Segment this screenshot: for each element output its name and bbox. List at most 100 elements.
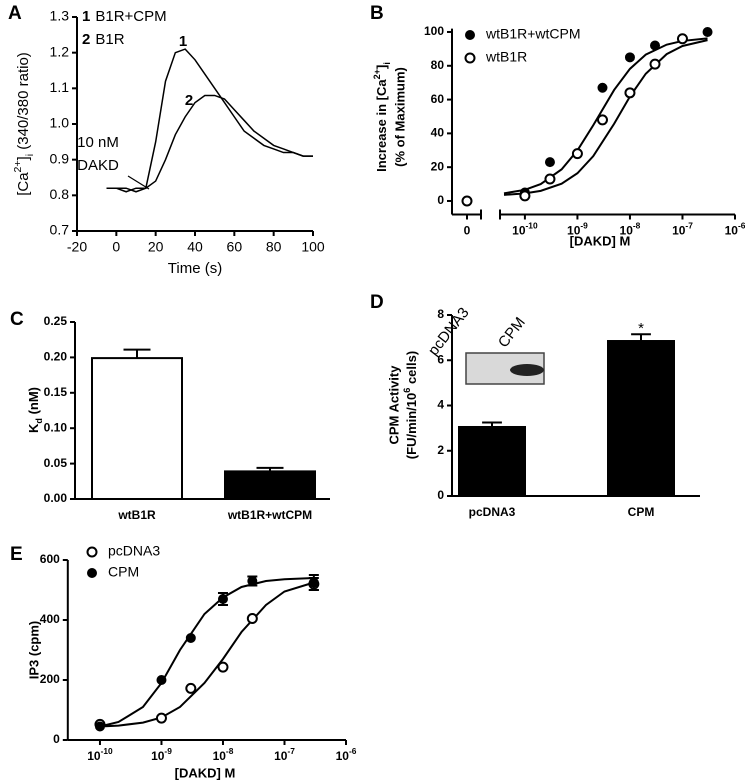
blot-band bbox=[510, 364, 544, 376]
data-point bbox=[624, 87, 636, 99]
y-axis-label: Kd (nM) bbox=[26, 387, 44, 433]
legend-label: CPM bbox=[108, 564, 139, 580]
legend-number: 2 bbox=[82, 31, 90, 48]
trace bbox=[106, 48, 313, 193]
annotation: * bbox=[638, 320, 644, 337]
panel-letter: E bbox=[10, 544, 23, 565]
fit-curve bbox=[503, 39, 708, 196]
legend-label: wtB1R bbox=[485, 49, 527, 65]
data-point bbox=[247, 576, 258, 586]
bar bbox=[224, 470, 316, 500]
data-point bbox=[649, 58, 661, 70]
y-axis-label: Increase in [Ca2+]i bbox=[372, 62, 392, 172]
x-tick-label: 10-7 bbox=[274, 746, 295, 763]
error-bar bbox=[123, 348, 151, 359]
legend-label: pcDNA3 bbox=[108, 543, 160, 559]
y-tick-label: 60 bbox=[431, 92, 445, 106]
x-axis-label: Time (s) bbox=[168, 260, 222, 277]
x-tick-label-part: -9 bbox=[164, 746, 172, 756]
y-tick-label: 0.15 bbox=[44, 385, 68, 399]
x-tick-label: 10-10 bbox=[87, 746, 113, 763]
legend-entry: 2 B1R bbox=[82, 31, 125, 48]
x-tick-label: 10-6 bbox=[336, 746, 357, 763]
y-tick-label: 600 bbox=[40, 552, 60, 566]
legend-entry: 1 B1R+CPM bbox=[82, 8, 167, 25]
x-tick-label: 10-7 bbox=[672, 221, 693, 238]
x-tick-label-part: 10 bbox=[620, 224, 634, 238]
x-tick-label: 40 bbox=[187, 239, 203, 255]
y-tick-label: 2 bbox=[437, 443, 444, 457]
y-tick-label: 4 bbox=[437, 398, 444, 412]
data-point bbox=[155, 712, 167, 724]
x-tick-label: 0 bbox=[112, 239, 120, 255]
y-axis-label: (% of Maximum) bbox=[392, 67, 407, 167]
y-axis-label: (FU/min/106 cells) bbox=[402, 351, 419, 459]
x-axis-label: [DAKD] M bbox=[570, 233, 631, 248]
annotation: 2 bbox=[185, 92, 193, 109]
x-tick-label-part: -8 bbox=[226, 746, 234, 756]
y-tick-label: 0.9 bbox=[50, 150, 70, 166]
y-tick-label: 0.00 bbox=[44, 491, 68, 505]
y-axis-label-part: ] bbox=[15, 156, 32, 160]
bar bbox=[91, 357, 183, 500]
y-axis-label-part: i bbox=[24, 154, 36, 156]
y-tick-label: 40 bbox=[431, 126, 445, 140]
data-point bbox=[217, 594, 228, 604]
legend-marker bbox=[86, 546, 98, 558]
x-tick-label-part: 10 bbox=[87, 749, 101, 763]
y-tick-label: 0.25 bbox=[44, 314, 68, 328]
x-tick-label: 10-6 bbox=[725, 221, 745, 238]
x-tick-label-part: 10 bbox=[274, 749, 288, 763]
x-tick-label-part: -10 bbox=[526, 221, 538, 231]
panel-letter: D bbox=[370, 292, 384, 313]
panel-letter: C bbox=[10, 309, 24, 330]
x-tick-label-part: 10 bbox=[725, 224, 739, 238]
data-point bbox=[702, 26, 713, 37]
x-tick-label: -20 bbox=[67, 239, 87, 255]
y-tick-label: 0 bbox=[53, 732, 60, 746]
annotation: DAKD bbox=[77, 157, 119, 174]
x-tick-label-part: -6 bbox=[738, 221, 745, 231]
legend-label: B1R bbox=[95, 31, 124, 48]
panel-letter: A bbox=[8, 3, 22, 24]
y-tick-label: 0 bbox=[437, 193, 444, 207]
y-tick-label: 0 bbox=[437, 488, 444, 502]
y-tick-label: 400 bbox=[40, 612, 60, 626]
x-tick-label-part: -7 bbox=[287, 746, 295, 756]
legend-marker bbox=[87, 568, 97, 578]
data-point bbox=[596, 114, 608, 126]
y-tick-label: 6 bbox=[437, 352, 444, 366]
y-axis-label-part: 6 bbox=[402, 388, 412, 393]
data-point bbox=[571, 148, 583, 160]
category-label: wtB1R bbox=[117, 508, 156, 522]
annotation: 10 nM bbox=[77, 134, 119, 151]
x-tick-label-part: 10 bbox=[213, 749, 227, 763]
category-label: CPM bbox=[628, 505, 655, 519]
y-tick-label: 0.05 bbox=[44, 456, 68, 470]
y-tick-label: 100 bbox=[424, 24, 444, 38]
y-tick-label: 1.2 bbox=[50, 43, 70, 59]
data-point bbox=[676, 33, 688, 45]
y-axis-label-part: Increase in [Ca bbox=[374, 79, 389, 172]
fit-curve bbox=[99, 581, 315, 728]
y-tick-label: 200 bbox=[40, 672, 60, 686]
x-tick-label: 10-10 bbox=[512, 221, 538, 238]
y-tick-label: 1.3 bbox=[50, 8, 70, 24]
bar bbox=[458, 425, 526, 497]
x-tick-label-part: 10 bbox=[567, 224, 581, 238]
data-point bbox=[308, 577, 319, 588]
error-bar bbox=[631, 333, 651, 342]
y-axis-label-part: cells) bbox=[404, 351, 419, 388]
y-axis-label-part: ] bbox=[374, 65, 389, 69]
y-tick-label: 1.0 bbox=[50, 115, 70, 131]
legend-marker bbox=[465, 30, 475, 40]
y-axis-label-part: [Ca bbox=[15, 172, 32, 196]
category-label: wtB1R+wtCPM bbox=[227, 508, 312, 522]
y-tick-label: 0.20 bbox=[44, 350, 68, 364]
data-point bbox=[94, 721, 105, 732]
y-tick-label: 0.8 bbox=[50, 186, 70, 202]
x-tick-label-part: -8 bbox=[633, 221, 641, 231]
data-point bbox=[519, 190, 531, 202]
